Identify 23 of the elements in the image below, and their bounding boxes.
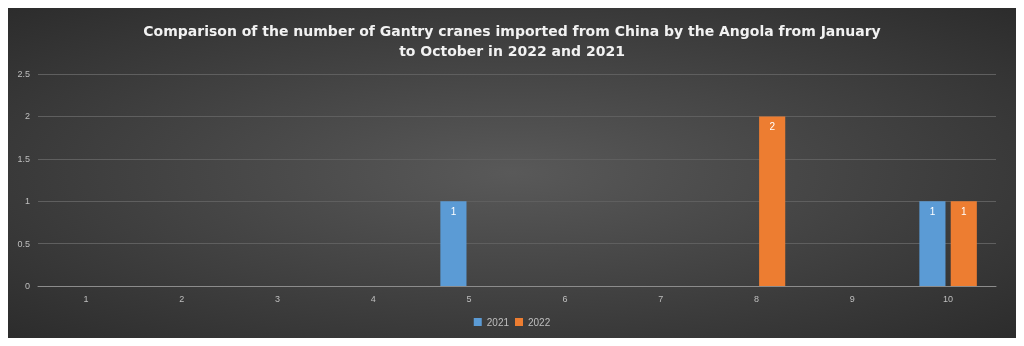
data-label: 1 bbox=[961, 205, 967, 217]
y-tick-label: 2.5 bbox=[17, 69, 30, 79]
x-tick-label: 6 bbox=[562, 293, 568, 304]
y-tick-label: 0 bbox=[24, 281, 30, 291]
x-tick-label: 2 bbox=[179, 293, 185, 304]
y-tick-label: 1.5 bbox=[17, 153, 30, 164]
y-tick-label: 2 bbox=[24, 111, 30, 122]
x-tick-label: 3 bbox=[274, 293, 281, 304]
x-tick-label: 9 bbox=[849, 293, 855, 304]
data-label: 1 bbox=[929, 205, 936, 217]
data-label: 2 bbox=[769, 120, 776, 132]
x-tick-label: 10 bbox=[943, 293, 954, 304]
chart-title: Comparison of the number of Gantry cranes imported from China by the Angola from January to October in 2022 and 2021 bbox=[143, 23, 881, 59]
y-tick-label: 0.5 bbox=[17, 238, 30, 249]
x-tick-label: 8 bbox=[753, 293, 760, 304]
x-tick-label: 1 bbox=[83, 293, 89, 304]
x-tick-label: 7 bbox=[658, 293, 664, 304]
x-tick-label: 5 bbox=[466, 293, 472, 304]
x-tick-label: 4 bbox=[370, 293, 376, 304]
y-tick-label: 1 bbox=[24, 196, 30, 207]
legend-label: 2021 bbox=[486, 316, 510, 328]
legend-label: 2022 bbox=[528, 316, 551, 328]
data-label: 1 bbox=[450, 205, 457, 217]
